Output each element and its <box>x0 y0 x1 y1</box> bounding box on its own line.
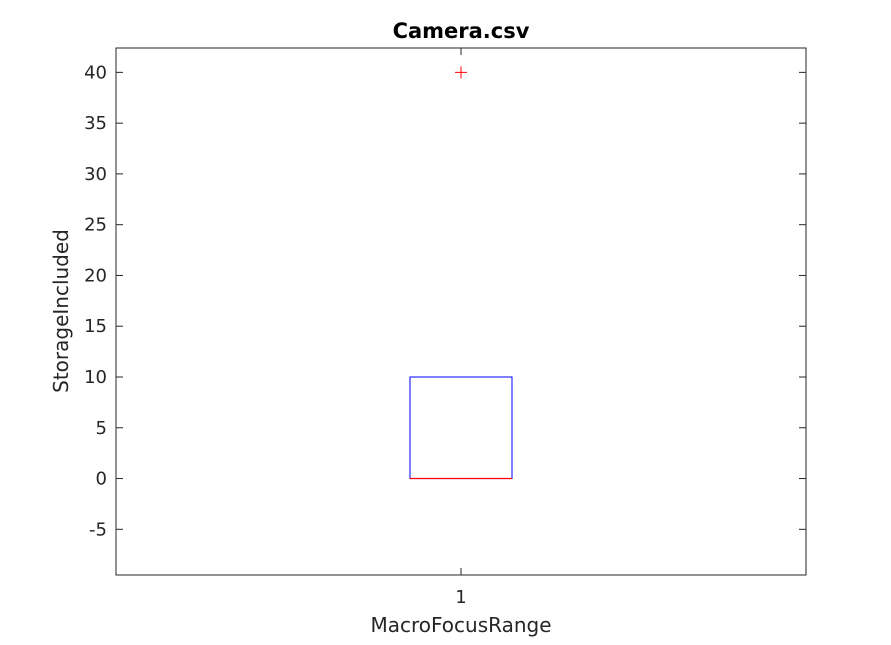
y-tick-label: 25 <box>84 215 107 236</box>
y-tick-label: -5 <box>89 519 107 540</box>
y-axis: -5 0 5 10 15 20 25 30 35 40 <box>84 62 806 540</box>
y-tick-label: 20 <box>84 265 107 286</box>
plot-area-frame <box>115 47 807 576</box>
y-tick-label: 5 <box>96 418 107 439</box>
box-series <box>409 66 513 480</box>
y-tick-label: 10 <box>84 367 107 388</box>
y-tick-label: 30 <box>84 164 107 185</box>
y-tick-label: 0 <box>96 469 107 490</box>
y-tick-label: 15 <box>84 316 107 337</box>
y-tick-label: 35 <box>84 113 107 134</box>
y-tick-label: 40 <box>84 62 107 83</box>
x-axis-label: MacroFocusRange <box>370 613 551 637</box>
x-tick-label: 1 <box>455 587 466 608</box>
y-axis-label: StorageIncluded <box>49 229 73 393</box>
x-axis: 1 <box>455 48 467 608</box>
outlier-marker <box>455 66 467 79</box>
box <box>409 376 513 480</box>
chart-title: Camera.csv <box>393 19 530 43</box>
